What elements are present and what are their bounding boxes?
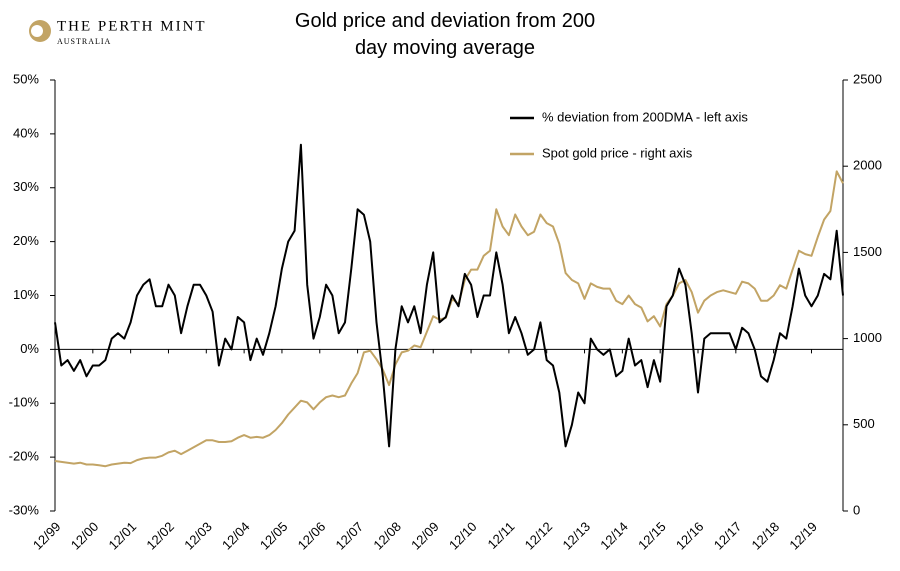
x-tick-label: 12/03 [181,519,215,553]
x-tick-label: 12/01 [106,519,140,553]
series-line [54,143,844,448]
x-tick-label: 12/19 [786,519,820,553]
x-tick-label: 12/14 [597,519,631,553]
x-tick-label: 12/07 [333,519,367,553]
legend-label: Spot gold price - right axis [542,145,693,160]
y-tick-label: 0% [20,341,39,356]
x-tick-label: 12/11 [485,519,518,552]
y2-tick-label: 0 [853,502,860,517]
logo-subtitle: AUSTRALIA [57,37,111,46]
x-tick-label: 12/10 [446,519,480,553]
x-tick-label: 12/18 [749,519,783,553]
y-tick-label: -10% [9,395,40,410]
x-tick-label: 12/13 [559,519,593,553]
x-tick-label: 12/04 [219,519,253,553]
y-tick-label: -20% [9,449,40,464]
y2-tick-label: 1500 [853,244,882,259]
y2-tick-label: 2500 [853,71,882,86]
x-tick-label: 12/15 [635,519,669,553]
x-tick-label: 12/08 [370,519,404,553]
y2-tick-label: 2000 [853,158,882,173]
legend-label: % deviation from 200DMA - left axis [542,109,748,124]
y-tick-label: 40% [13,125,39,140]
series-line [54,170,844,468]
y2-tick-label: 1000 [853,330,882,345]
x-tick-label: 12/16 [673,519,707,553]
y-tick-label: 50% [13,71,39,86]
logo-name: THE PERTH MINT [57,18,207,34]
x-tick-label: 12/02 [143,519,177,553]
x-tick-label: 12/17 [711,519,745,553]
y-tick-label: 20% [13,233,39,248]
x-tick-label: 12/12 [522,519,556,553]
x-tick-label: 12/05 [257,519,291,553]
logo-icon-inner [31,25,43,37]
x-tick-label: 12/99 [30,519,64,553]
y2-tick-label: 500 [853,416,875,431]
y-tick-label: -30% [9,502,40,517]
x-tick-label: 12/06 [295,519,329,553]
x-tick-label: 12/00 [68,519,102,553]
chart-title: Gold price and deviation from 200 day mo… [294,10,596,59]
y-tick-label: 30% [13,179,39,194]
x-tick-label: 12/09 [408,519,442,553]
y-tick-label: 10% [13,287,39,302]
